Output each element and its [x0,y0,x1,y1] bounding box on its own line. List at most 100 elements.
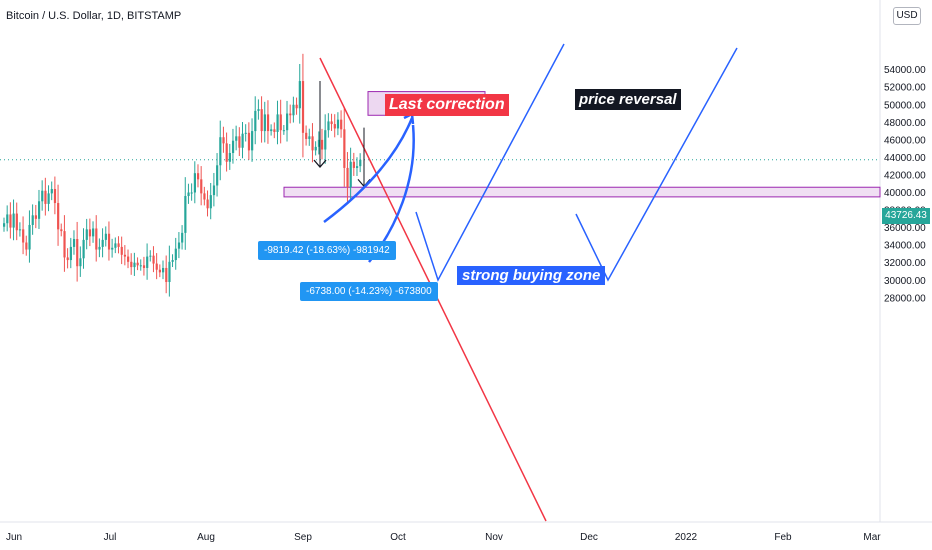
candle-body [247,132,251,151]
candle-body [219,137,222,166]
candle-body [276,114,279,132]
candle-body [72,239,76,247]
candle-body [139,265,142,267]
candle-body [200,179,203,194]
candle-body [111,247,114,250]
candle-body [282,130,286,132]
y-tick-label: 46000.00 [884,135,926,146]
candle-body [146,256,149,268]
candle-body [15,213,18,231]
candle-body [69,246,72,261]
candle-body [47,193,50,204]
candle-body [222,137,225,144]
candle-body [50,188,53,194]
candle-body [289,113,292,116]
candle-body [190,192,193,194]
candle-body [228,153,231,162]
candle-body [82,239,85,259]
candle-body [130,261,133,268]
candle-body [57,203,60,230]
candle-body [305,132,308,139]
candle-body [155,263,158,270]
projection-path-second [575,47,738,282]
candle-body [133,262,136,268]
candle-body [266,114,270,132]
candle-body [76,239,79,267]
candle-body [22,229,25,243]
candle-body [209,195,212,209]
candle-body [270,129,273,132]
candle-body [6,214,9,224]
y-tick-label: 42000.00 [884,170,926,181]
symbol-title[interactable]: Bitcoin / U.S. Dollar, 1D, BITSTAMP [6,10,182,22]
candle-body [53,188,57,204]
candle-body [279,114,282,131]
y-tick-label: 28000.00 [884,293,926,304]
candle-body [92,228,95,237]
x-tick-label: Sep [294,532,312,543]
x-tick-label: Oct [390,532,406,543]
y-tick-label: 48000.00 [884,118,926,129]
candle-body [37,201,41,219]
candle-body [142,265,146,268]
candle-body [355,166,359,168]
candle-body [3,223,6,227]
candle-body [317,139,321,147]
candle-body [174,248,177,261]
candle-body [352,161,355,168]
y-tick-label: 52000.00 [884,83,926,94]
candle-body [165,267,168,283]
candle-body [327,121,330,131]
candle-body [88,229,92,237]
candle-body [260,109,263,132]
measure-label-first[interactable]: -9819.42 (-18.63%) -981942 [258,241,396,260]
candle-body [127,256,130,262]
x-tick-label: Feb [774,532,792,543]
candle-body [136,262,139,266]
buying-zone-label[interactable]: strong buying zone [457,266,606,285]
candle-body [66,257,69,261]
candle-body [12,213,15,228]
buying-zone-rect [283,186,881,198]
correction-curve-upper [323,117,414,223]
y-tick-label: 32000.00 [884,258,926,269]
price-reversal-label[interactable]: price reversal [575,89,681,110]
candle-body [187,192,190,197]
y-tick-label: 30000.00 [884,276,926,287]
candle-body [44,190,47,204]
candle-body [123,254,127,257]
measure-label-second[interactable]: -6738.00 (-14.23%) -673800 [300,282,438,301]
x-tick-label: Jul [104,532,117,543]
y-tick-label: 50000.00 [884,100,926,111]
candle-body [257,109,260,111]
candle-body [349,161,352,188]
candle-body [273,129,276,132]
current-price-badge: 43726.43 [882,208,930,224]
candle-body [177,242,181,249]
candle-body [34,215,37,219]
candle-body [184,196,187,233]
candle-body [85,229,88,240]
candle-body [25,242,28,250]
candle-body [28,224,31,250]
candle-body [60,229,63,232]
measure-arrowhead-first [313,159,327,168]
candle-body [212,185,216,196]
candle-body [18,229,22,231]
candle-body [225,143,228,162]
y-tick-label: 36000.00 [884,223,926,234]
candle-body [251,131,254,151]
candle-body [336,119,340,129]
candle-body [152,255,155,264]
currency-button[interactable]: USD [893,7,921,25]
candle-body [301,81,305,133]
last-correction-label[interactable]: Last correction [385,94,509,116]
candle-body [41,190,44,202]
candle-body [114,243,117,248]
candle-body [263,114,266,132]
candle-body [343,129,346,168]
candle-body [235,136,238,141]
projection-path-first [415,43,565,282]
x-tick-label: Mar [863,532,881,543]
